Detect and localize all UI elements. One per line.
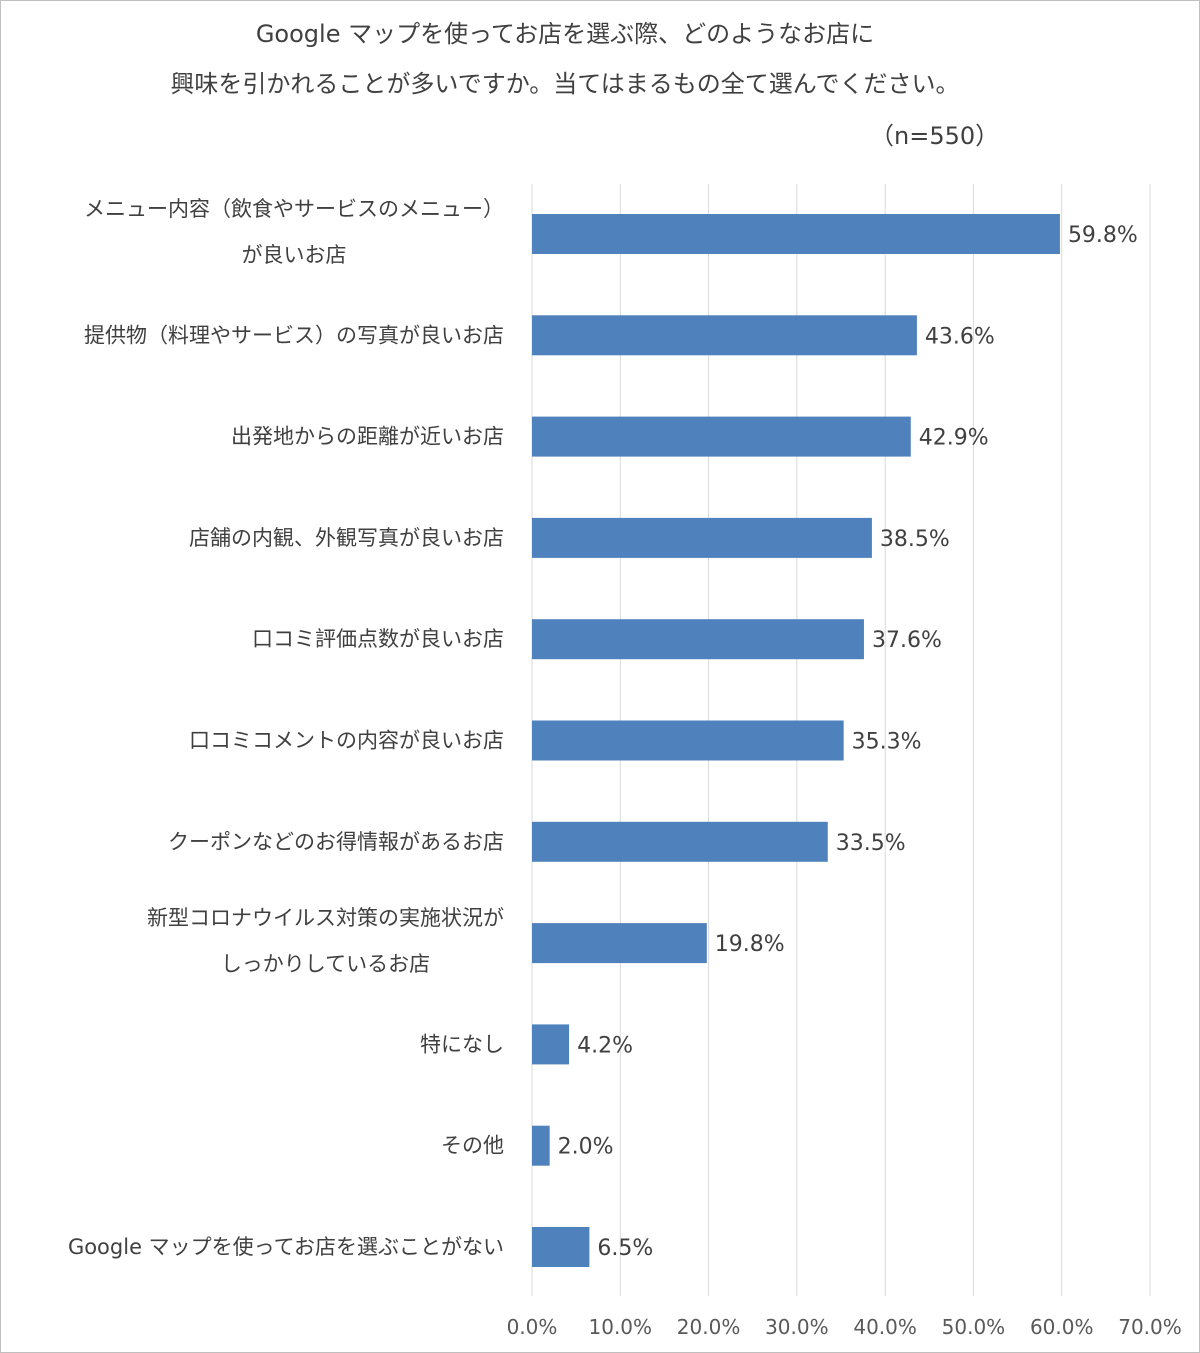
- category-label-line1: メニュー内容（飲食やサービスのメニュー）: [84, 197, 504, 221]
- data-label: 4.2%: [577, 1033, 633, 1058]
- category-label: Google マップを使ってお店を選ぶことがない: [68, 1235, 504, 1259]
- bar: [532, 517, 872, 558]
- bar: [532, 720, 844, 761]
- category-label: クーポンなどのお得情報があるお店: [168, 830, 504, 854]
- category-label: 口コミ評価点数が良いお店: [252, 627, 504, 651]
- data-label: 43.6%: [925, 324, 995, 349]
- category-label-line2: が良いお店: [242, 243, 347, 267]
- category-label: 特になし: [420, 1032, 504, 1056]
- chart-title-line1: Google マップを使ってお店を選ぶ際、どのようなお店に: [255, 20, 875, 48]
- x-tick-label: 50.0%: [942, 1315, 1006, 1339]
- data-label: 33.5%: [836, 831, 906, 856]
- bar: [532, 821, 828, 862]
- category-label: 出発地からの距離が近いお店: [231, 425, 504, 449]
- chart-title-line2: 興味を引かれることが多いですか。当てはまるもの全て選んでください。: [170, 70, 960, 98]
- category-label-line2: しっかりしているお店: [221, 952, 430, 976]
- sample-size-label: （n=550）: [870, 122, 1000, 150]
- bar: [532, 1024, 570, 1065]
- bar: [532, 1227, 590, 1267]
- bar: [532, 1125, 550, 1166]
- x-tick-label: 30.0%: [765, 1315, 829, 1339]
- data-label: 42.9%: [919, 426, 989, 451]
- data-label: 38.5%: [880, 527, 950, 552]
- bar: [532, 214, 1060, 254]
- category-label: 口コミコメントの内容が良いお店: [189, 729, 504, 753]
- data-label: 2.0%: [558, 1135, 614, 1160]
- data-label: 59.8%: [1068, 223, 1138, 248]
- data-label: 6.5%: [597, 1236, 653, 1261]
- bar: [532, 619, 864, 660]
- bar: [532, 923, 707, 964]
- data-label: 37.6%: [872, 628, 942, 653]
- x-tick-label: 60.0%: [1030, 1315, 1094, 1339]
- data-label: 19.8%: [715, 932, 785, 957]
- x-tick-label: 10.0%: [589, 1315, 653, 1339]
- data-label: 35.3%: [852, 730, 922, 755]
- category-label: 店舗の内観、外観写真が良いお店: [189, 526, 504, 550]
- bar: [532, 315, 917, 356]
- x-tick-label: 20.0%: [677, 1315, 741, 1339]
- x-tick-label: 0.0%: [507, 1315, 558, 1339]
- category-label: 提供物（料理やサービス）の写真が良いお店: [84, 323, 504, 347]
- bar: [532, 416, 911, 457]
- category-label-line1: 新型コロナウイルス対策の実施状況が: [147, 906, 504, 930]
- x-tick-label: 40.0%: [853, 1315, 917, 1339]
- x-tick-label: 70.0%: [1118, 1315, 1182, 1339]
- category-label: その他: [441, 1134, 504, 1158]
